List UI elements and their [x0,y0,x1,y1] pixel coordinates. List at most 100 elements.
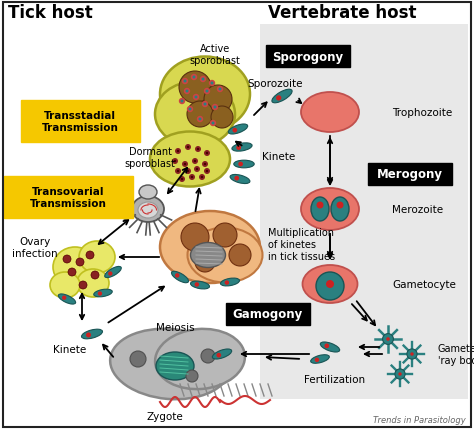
Circle shape [196,169,198,171]
Text: Vertebrate host: Vertebrate host [268,4,417,22]
Circle shape [172,159,178,165]
Circle shape [184,89,190,95]
Circle shape [195,283,199,287]
Circle shape [383,334,393,344]
Circle shape [206,90,209,93]
FancyBboxPatch shape [260,25,468,399]
Circle shape [195,252,215,272]
Circle shape [204,150,210,157]
Circle shape [202,101,208,108]
Circle shape [68,268,76,276]
Circle shape [91,271,99,280]
Ellipse shape [310,355,329,363]
Circle shape [86,333,91,338]
Ellipse shape [50,272,80,298]
Text: Multiplication
of kinetes
in tick tissues: Multiplication of kinetes in tick tissue… [268,227,335,262]
Circle shape [191,75,197,81]
Circle shape [195,147,201,153]
Circle shape [201,349,215,363]
Circle shape [189,108,191,111]
Ellipse shape [160,212,260,283]
Circle shape [181,100,183,103]
Circle shape [63,255,71,264]
Circle shape [236,146,241,150]
Circle shape [210,120,216,127]
Ellipse shape [191,243,226,268]
FancyBboxPatch shape [368,164,452,186]
Circle shape [217,353,221,358]
Circle shape [185,90,189,93]
Circle shape [130,351,146,367]
Circle shape [179,177,185,183]
Circle shape [407,349,417,359]
Circle shape [182,162,188,168]
Text: Sporozoite: Sporozoite [247,79,303,89]
Circle shape [98,292,102,296]
Ellipse shape [155,82,235,147]
Circle shape [192,159,198,165]
Circle shape [187,102,213,128]
Circle shape [204,169,210,175]
FancyBboxPatch shape [20,101,139,143]
Text: Ovary
infection: Ovary infection [12,237,58,258]
Circle shape [185,169,191,175]
FancyBboxPatch shape [226,303,310,325]
FancyBboxPatch shape [266,46,350,68]
Circle shape [179,98,185,105]
Circle shape [210,82,213,85]
Ellipse shape [58,294,76,304]
Ellipse shape [302,265,357,303]
Ellipse shape [234,161,254,169]
Circle shape [177,170,179,173]
Ellipse shape [320,342,340,352]
Ellipse shape [316,272,344,300]
Circle shape [193,95,199,101]
Circle shape [199,118,201,121]
Circle shape [204,163,206,166]
Ellipse shape [105,267,121,278]
FancyBboxPatch shape [3,177,133,218]
Ellipse shape [82,329,102,339]
Circle shape [206,170,208,173]
Circle shape [203,103,207,106]
Ellipse shape [139,186,157,200]
Ellipse shape [230,175,250,184]
Ellipse shape [138,203,158,218]
Ellipse shape [160,57,250,132]
Circle shape [187,147,189,149]
Text: Kinete: Kinete [262,152,295,162]
Text: Dormant
sporoblast: Dormant sporoblast [125,147,175,169]
Ellipse shape [79,241,115,273]
Ellipse shape [331,197,349,221]
Circle shape [177,150,179,153]
Text: Tick host: Tick host [8,4,93,22]
Circle shape [317,202,323,209]
Ellipse shape [232,144,252,152]
Ellipse shape [132,197,164,222]
Circle shape [219,88,221,91]
Ellipse shape [77,269,109,297]
Circle shape [62,296,66,300]
Circle shape [211,122,215,125]
Ellipse shape [272,90,292,104]
Circle shape [192,76,195,79]
Ellipse shape [156,352,194,380]
Circle shape [395,369,405,379]
Ellipse shape [155,329,245,389]
Circle shape [229,244,251,266]
Circle shape [217,86,223,93]
Circle shape [175,169,181,175]
Text: Transstadial
Transmission: Transstadial Transmission [42,111,118,132]
Circle shape [181,224,209,252]
Circle shape [175,273,180,278]
Circle shape [225,281,229,285]
Text: Fertilization: Fertilization [304,374,365,384]
Circle shape [191,176,193,179]
Circle shape [324,344,329,348]
Circle shape [187,107,193,113]
Circle shape [181,178,183,181]
Circle shape [189,175,195,181]
Ellipse shape [311,197,329,221]
Circle shape [179,72,211,104]
Circle shape [194,160,196,163]
